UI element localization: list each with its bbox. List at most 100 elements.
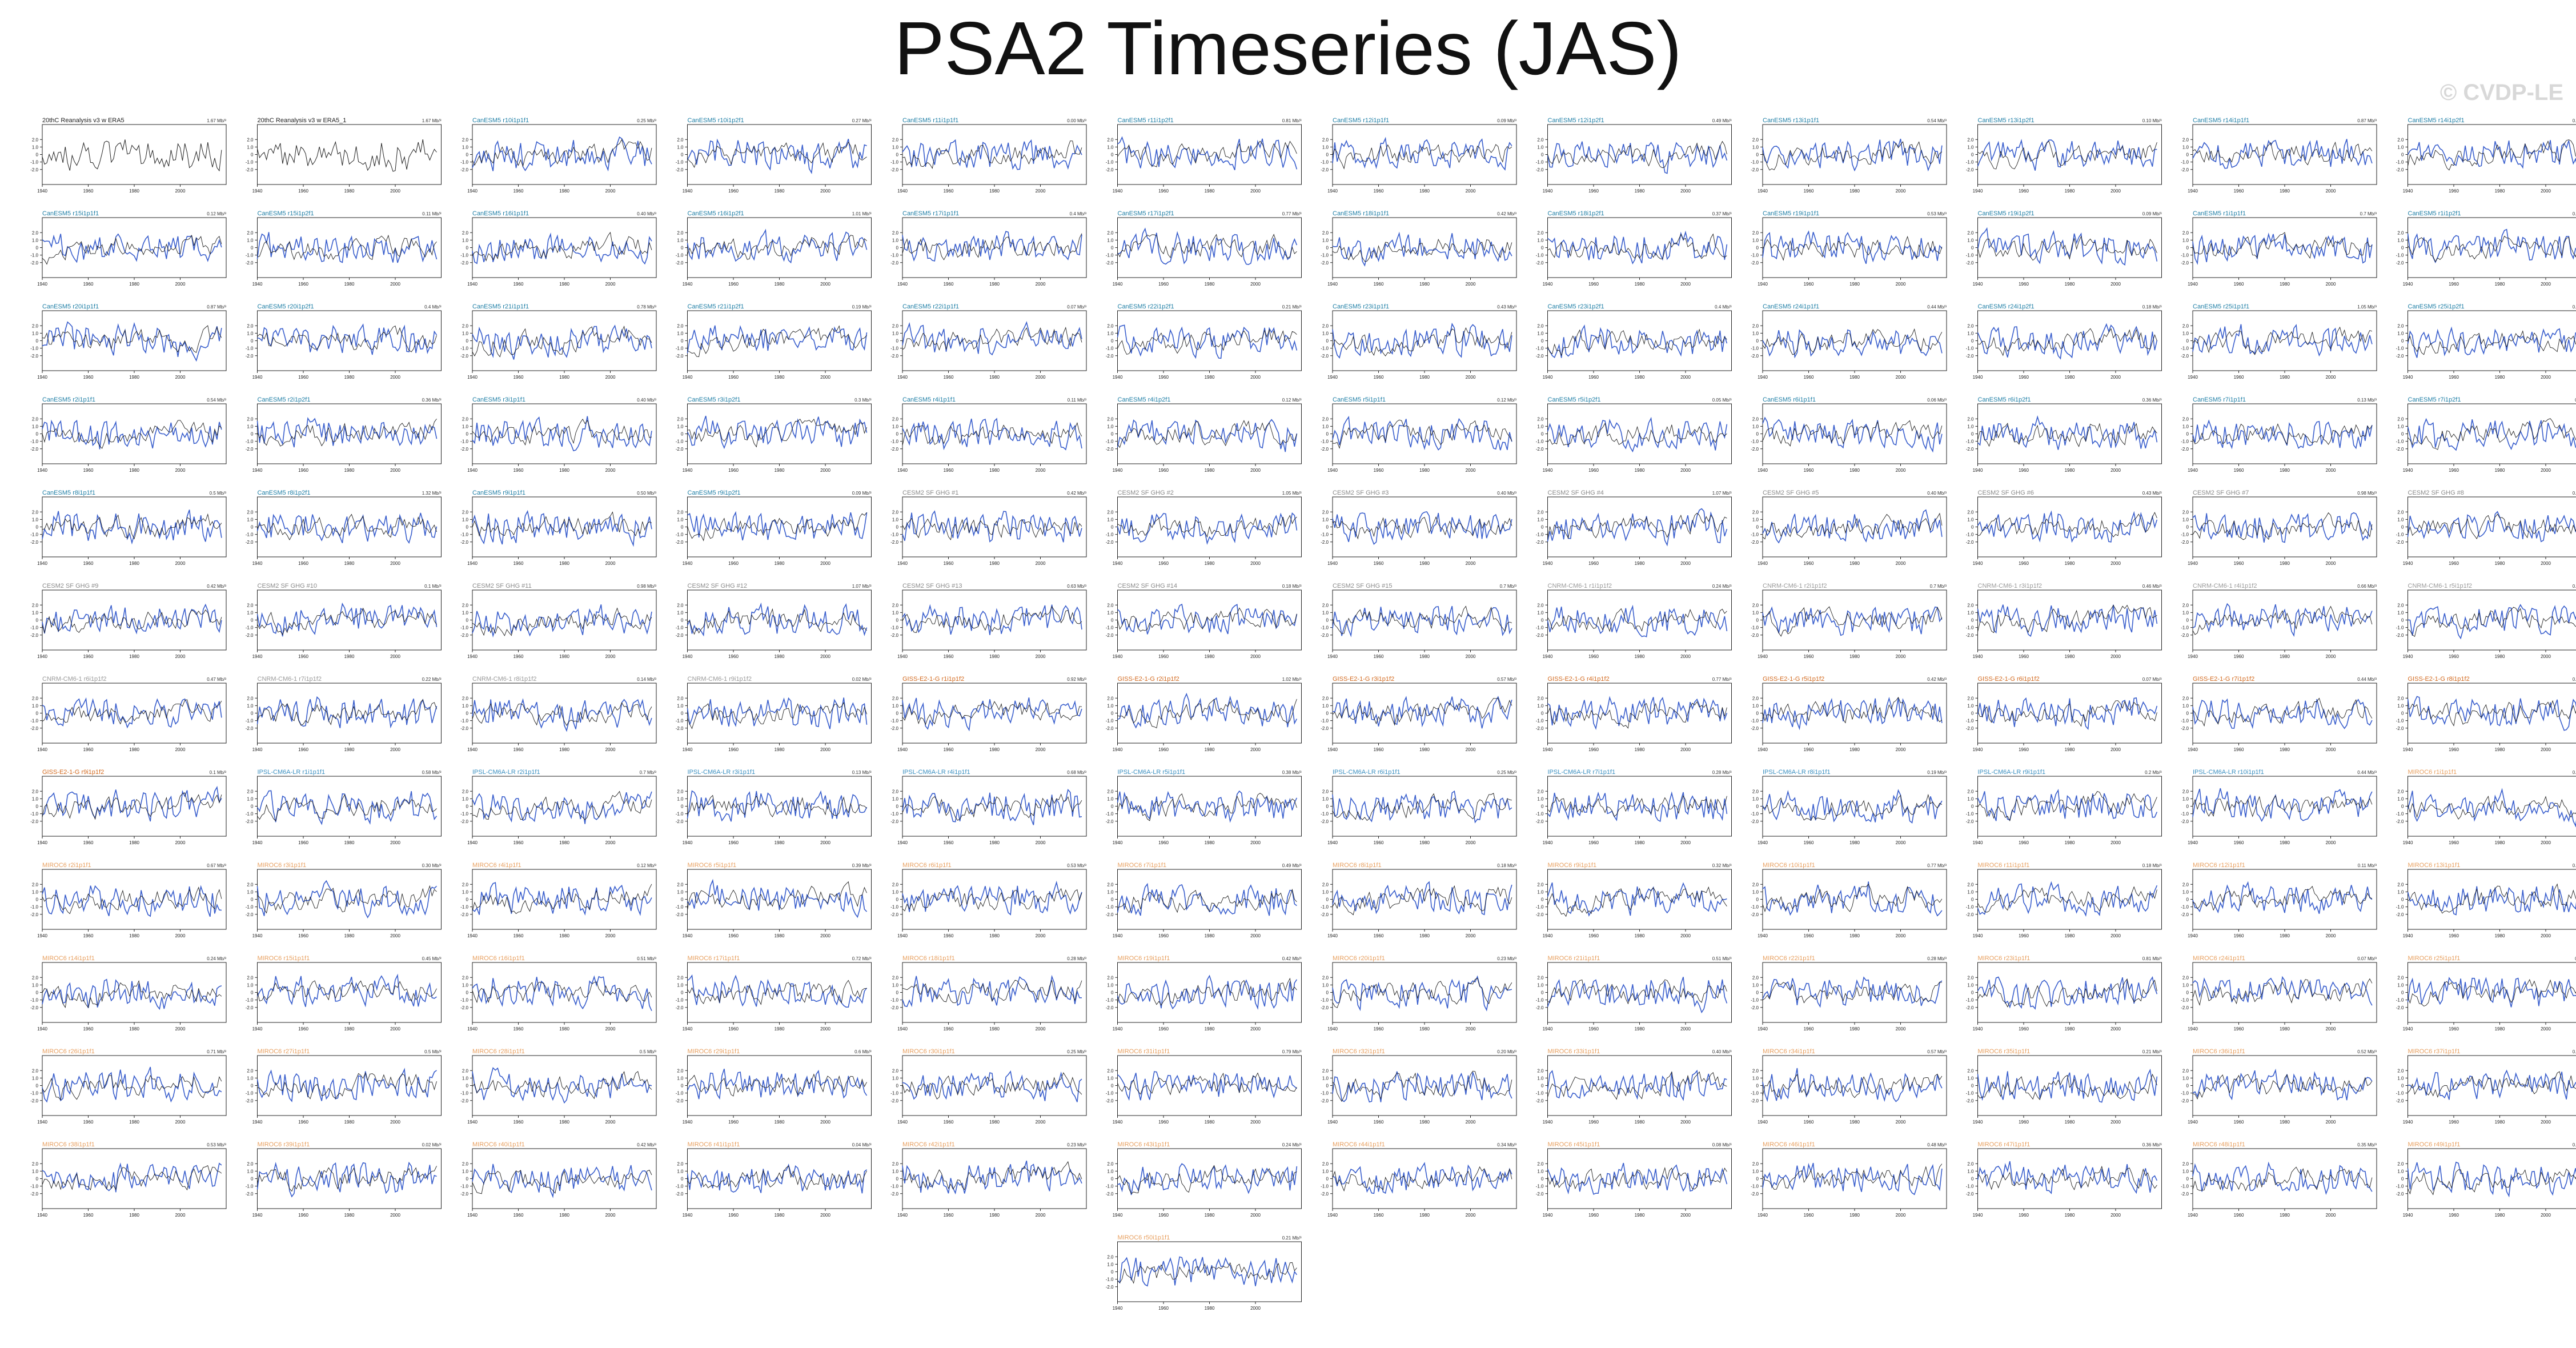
x-tick-label: 1980: [2280, 561, 2290, 566]
y-tick-label: 0: [251, 804, 254, 809]
y-tick-label: 2.0: [1322, 975, 1329, 980]
y-tick-label: -2.0: [246, 1005, 254, 1010]
panel: MIROC6 r41i1p1f1 0.04 Mb/³2.01.00-1.0-2.0…: [676, 1141, 872, 1218]
panel-title: CanESM5 r21i1p2f1: [688, 303, 744, 310]
model-series-line: [42, 1066, 222, 1103]
model-series-line: [42, 978, 222, 1010]
x-tick-label: 1960: [2449, 468, 2459, 473]
panel-frame: [257, 962, 442, 1023]
y-tick-label: 0: [1756, 990, 1759, 996]
y-tick-label: 1.0: [1322, 889, 1329, 894]
panel-stat: 1.32 Mb/³: [422, 491, 442, 496]
x-tick-label: 1940: [467, 468, 478, 473]
panel-title: MIROC6 r44i1p1f1: [1333, 1141, 1385, 1148]
panel-stat: 0.07 Mb/³: [2357, 956, 2377, 961]
x-tick-label: 2000: [605, 1026, 616, 1032]
y-tick-label: 0: [1971, 153, 1974, 158]
model-series-line: [2407, 788, 2576, 828]
panel-stat: 0.67 Mb/³: [207, 863, 226, 868]
y-tick-label: 2.0: [1752, 416, 1759, 422]
x-tick-label: 1940: [683, 468, 693, 473]
y-tick-label: -1.0: [2396, 812, 2404, 817]
x-tick-label: 1980: [1205, 1120, 1215, 1125]
x-tick-label: 2000: [820, 840, 830, 845]
y-tick-label: 2.0: [892, 509, 899, 515]
x-tick-label: 1960: [1588, 282, 1599, 287]
y-tick-label: -1.0: [30, 532, 38, 537]
panel-frame: [1117, 1148, 1302, 1209]
panel-title: CanESM5 r6i1p1f1: [1763, 396, 1816, 403]
x-tick-label: 1960: [1158, 654, 1169, 659]
y-tick-label: -2.0: [1321, 1005, 1329, 1010]
x-tick-label: 1980: [344, 1213, 355, 1218]
x-tick-label: 1980: [1635, 1213, 1645, 1218]
y-tick-label: 2.0: [462, 789, 469, 794]
y-tick-label: 1.0: [1752, 238, 1759, 243]
x-tick-label: 2000: [1680, 468, 1691, 473]
model-series-line: [2192, 788, 2373, 823]
y-tick-label: 0: [1971, 1177, 1974, 1182]
x-tick-label: 1980: [1419, 747, 1430, 752]
y-tick-label: 2.0: [1322, 882, 1329, 887]
y-tick-label: 1.0: [892, 982, 899, 988]
x-tick-label: 1940: [683, 654, 693, 659]
panel-stat: 0.5 Mb/³: [424, 1049, 442, 1054]
y-tick-label: -2.0: [460, 540, 468, 545]
x-tick-label: 1960: [1804, 933, 1814, 938]
y-tick-label: 0: [1971, 618, 1974, 623]
model-series-line: [1117, 603, 1298, 635]
x-tick-label: 1960: [728, 747, 739, 752]
observed-series-line: [1332, 1166, 1512, 1192]
y-tick-label: -1.0: [1321, 1184, 1329, 1189]
observed-series-line: [472, 791, 652, 820]
y-tick-label: -1.0: [30, 812, 38, 817]
y-tick-label: 2.0: [1322, 416, 1329, 422]
x-tick-label: 1980: [775, 840, 785, 845]
y-tick-label: 1.0: [1752, 145, 1759, 150]
y-tick-label: -1.0: [676, 1091, 684, 1096]
y-tick-label: -2.0: [1966, 260, 1974, 266]
panel-frame: [257, 683, 442, 744]
x-tick-label: 1940: [1543, 933, 1553, 938]
x-tick-label: 1980: [989, 840, 1000, 845]
x-tick-label: 1940: [2403, 468, 2413, 473]
x-tick-label: 1960: [728, 468, 739, 473]
x-tick-label: 1940: [1758, 282, 1768, 287]
y-tick-label: -1.0: [460, 346, 468, 351]
panel-title: MIROC6 r14i1p1f1: [42, 955, 95, 962]
x-tick-label: 1960: [1588, 1120, 1599, 1125]
model-series-line: [257, 139, 437, 172]
y-tick-label: 2.0: [1752, 603, 1759, 608]
observed-series-line: [687, 881, 867, 910]
panel-title: IPSL-CM6A-LR r7i1p1f1: [1548, 769, 1616, 776]
x-tick-label: 1980: [2495, 1026, 2505, 1032]
panel: CanESM5 r16i1p2f1 1.01 Mb/³2.01.00-1.0-2.…: [676, 210, 872, 287]
observed-series-line: [1117, 328, 1297, 355]
x-tick-label: 2000: [1896, 933, 1906, 938]
y-tick-label: 1.0: [892, 331, 899, 336]
x-tick-label: 1960: [513, 468, 524, 473]
panel-title: CanESM5 r24i1p2f1: [1978, 303, 2035, 310]
y-tick-label: -2.0: [460, 726, 468, 731]
y-tick-label: 1.0: [1322, 982, 1329, 988]
observed-series-line: [902, 606, 1082, 633]
y-tick-label: -2.0: [30, 1005, 38, 1010]
y-tick-label: -1.0: [1106, 532, 1114, 537]
panel-stat: 0.40 Mb/³: [637, 398, 656, 403]
y-tick-label: -1.0: [1536, 998, 1544, 1003]
y-tick-label: 0: [1326, 339, 1329, 344]
model-series-line: [1332, 696, 1512, 729]
y-tick-label: -2.0: [1751, 633, 1759, 638]
x-tick-label: 1960: [2234, 840, 2244, 845]
observed-series-line: [687, 1165, 867, 1190]
x-tick-label: 1960: [2449, 1026, 2459, 1032]
panel-title: MIROC6 r39i1p1f1: [258, 1141, 310, 1148]
panel: MIROC6 r3i1p1f1 0.30 Mb/³2.01.00-1.0-2.01…: [246, 862, 442, 938]
y-tick-label: 1.0: [677, 238, 684, 243]
y-tick-label: 1.0: [1537, 610, 1544, 615]
y-tick-label: 0: [896, 1084, 899, 1089]
x-tick-label: 1940: [252, 1026, 263, 1032]
y-tick-label: 2.0: [32, 975, 39, 980]
y-tick-label: 0: [466, 432, 469, 437]
